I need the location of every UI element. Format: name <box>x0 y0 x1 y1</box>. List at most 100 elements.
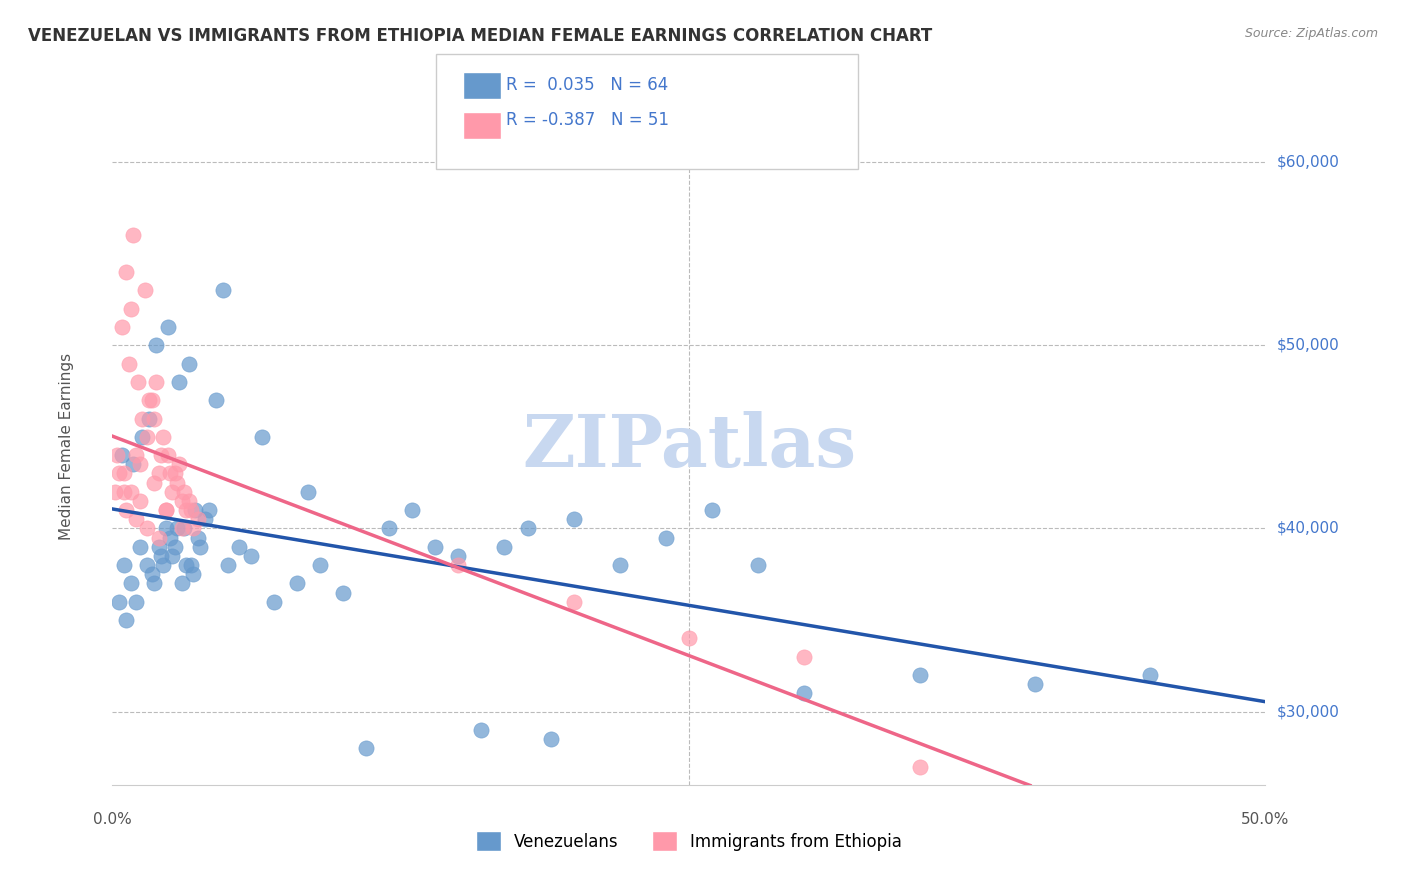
Point <box>138 393 160 408</box>
Point <box>562 512 585 526</box>
Point <box>141 393 163 408</box>
Point <box>166 475 188 490</box>
Point <box>143 576 166 591</box>
Text: R =  0.035   N = 64: R = 0.035 N = 64 <box>506 76 668 94</box>
Legend: Venezuelans, Immigrants from Ethiopia: Venezuelans, Immigrants from Ethiopia <box>470 824 908 858</box>
Point <box>174 558 197 573</box>
Point <box>170 521 193 535</box>
Text: ZIPatlas: ZIPatlas <box>522 410 856 482</box>
Point <box>228 540 250 554</box>
Point <box>297 484 319 499</box>
Point <box>678 632 700 646</box>
Point <box>169 458 191 472</box>
Point <box>170 576 193 591</box>
Point <box>120 484 142 499</box>
Point <box>194 512 217 526</box>
Point <box>1139 668 1161 682</box>
Point <box>609 558 631 573</box>
Point <box>111 319 134 334</box>
Point <box>494 540 516 554</box>
Point <box>115 265 138 279</box>
Point <box>217 558 239 573</box>
Point <box>159 531 181 545</box>
Point <box>425 540 447 554</box>
Point <box>148 531 170 545</box>
Point <box>263 595 285 609</box>
Point <box>131 430 153 444</box>
Point <box>155 503 177 517</box>
Point <box>187 512 209 526</box>
Point <box>156 319 179 334</box>
Point <box>124 512 146 526</box>
Point <box>163 540 186 554</box>
Point <box>143 475 166 490</box>
Point <box>212 283 235 297</box>
Point <box>141 567 163 582</box>
Point <box>354 741 377 756</box>
Point <box>145 375 167 389</box>
Point <box>152 430 174 444</box>
Point <box>111 448 134 462</box>
Point <box>908 668 931 682</box>
Point <box>149 549 172 563</box>
Point <box>747 558 769 573</box>
Point <box>173 484 195 499</box>
Text: $60,000: $60,000 <box>1277 154 1340 169</box>
Point <box>793 686 815 700</box>
Point <box>148 467 170 481</box>
Point <box>378 521 401 535</box>
Point <box>136 430 159 444</box>
Point <box>166 521 188 535</box>
Point <box>162 549 184 563</box>
Point <box>181 521 204 535</box>
Point <box>120 576 142 591</box>
Point <box>309 558 332 573</box>
Point <box>401 503 423 517</box>
Point <box>174 503 197 517</box>
Point <box>120 301 142 316</box>
Point <box>173 521 195 535</box>
Point <box>177 357 200 371</box>
Point <box>104 484 127 499</box>
Point <box>112 467 135 481</box>
Text: 50.0%: 50.0% <box>1241 813 1289 828</box>
Point <box>127 375 149 389</box>
Point <box>205 393 228 408</box>
Point <box>112 484 135 499</box>
Point <box>156 448 179 462</box>
Point <box>700 503 723 517</box>
Point <box>138 411 160 425</box>
Point <box>155 503 177 517</box>
Point <box>198 503 221 517</box>
Point <box>177 494 200 508</box>
Point <box>180 558 202 573</box>
Point <box>252 430 274 444</box>
Point <box>129 458 152 472</box>
Point <box>143 411 166 425</box>
Point <box>145 338 167 352</box>
Point <box>131 411 153 425</box>
Point <box>108 467 131 481</box>
Point <box>447 549 470 563</box>
Point <box>562 595 585 609</box>
Point <box>115 503 138 517</box>
Point <box>124 595 146 609</box>
Point <box>129 540 152 554</box>
Point <box>124 448 146 462</box>
Point <box>162 484 184 499</box>
Point <box>136 521 159 535</box>
Point <box>187 531 209 545</box>
Point <box>180 503 202 517</box>
Point <box>108 595 131 609</box>
Point <box>184 503 207 517</box>
Point <box>170 494 193 508</box>
Point <box>152 558 174 573</box>
Point <box>332 585 354 599</box>
Point <box>115 613 138 627</box>
Point <box>155 521 177 535</box>
Point <box>117 357 139 371</box>
Point <box>129 494 152 508</box>
Text: $50,000: $50,000 <box>1277 338 1340 352</box>
Point <box>169 375 191 389</box>
Point <box>793 649 815 664</box>
